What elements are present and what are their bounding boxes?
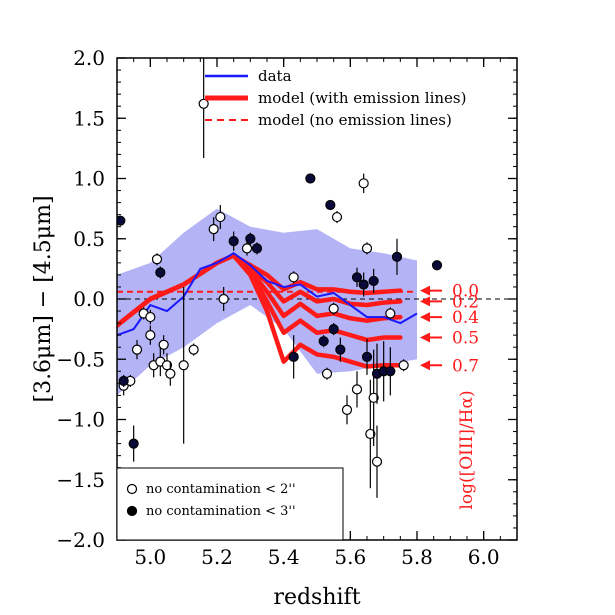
- y-tick-label: −1.5: [56, 468, 105, 492]
- open-point: [241, 243, 253, 254]
- open-point: [208, 224, 219, 235]
- open-point: [165, 368, 176, 379]
- y-tick-label: 2.0: [73, 46, 105, 70]
- side-label: 0.5: [452, 329, 479, 349]
- filled-point: [245, 233, 256, 244]
- data-median-line: [117, 252, 418, 337]
- x-tick-label: 5.4: [268, 545, 300, 569]
- filled-point: [118, 375, 129, 387]
- open-point: [331, 211, 343, 223]
- open-point: [158, 339, 169, 350]
- legend-marker-label: no contamination < 2'': [146, 482, 296, 497]
- side-arrow-head: [420, 312, 430, 323]
- open-point: [218, 293, 229, 305]
- x-tick-label: 6.0: [468, 545, 500, 569]
- filled-point: [335, 344, 346, 355]
- y-tick-label: −0.5: [56, 347, 105, 371]
- legend-marker-filled-circle: [126, 505, 138, 517]
- y-axis-label: [3.6μm] − [4.5μm]: [31, 195, 56, 402]
- data-median-layer: [117, 252, 418, 337]
- side-label: 0.0: [452, 282, 479, 302]
- open-point: [351, 384, 363, 395]
- points-layer: [117, 58, 443, 498]
- open-point: [188, 344, 199, 355]
- filled-point: [385, 366, 396, 377]
- y-tick-label: 0.5: [73, 227, 105, 251]
- filled-point: [351, 272, 363, 283]
- open-point: [358, 178, 369, 189]
- filled-point: [358, 279, 369, 290]
- filled-point: [288, 351, 299, 362]
- y-tick-label: 1.0: [73, 167, 105, 191]
- open-point: [328, 303, 339, 314]
- filled-point: [117, 215, 126, 226]
- filled-point: [318, 336, 329, 347]
- open-point: [385, 308, 396, 319]
- side-label: 0.4: [452, 308, 479, 328]
- legend-layer: data model (with emission lines) model (no…: [116, 67, 466, 541]
- open-point: [371, 456, 383, 467]
- y-tick-label: −1.0: [56, 408, 105, 432]
- open-point: [178, 360, 189, 371]
- open-point: [361, 243, 373, 254]
- open-point: [198, 98, 209, 109]
- filled-point: [391, 251, 403, 262]
- filled-point: [305, 173, 316, 184]
- legend-label: model (with emission lines): [258, 89, 466, 107]
- filled-point: [328, 324, 339, 335]
- open-point: [368, 392, 379, 403]
- legend-label: data: [258, 67, 292, 85]
- x-axis-label: redshift: [273, 585, 360, 610]
- x-tick-label: 5.0: [134, 545, 166, 569]
- side-annotations-layer: 0.00.20.40.5 0.7 log([OIII]/Hα): [420, 282, 479, 510]
- filled-point: [128, 438, 139, 449]
- open-point: [398, 360, 409, 371]
- open-point: [161, 360, 173, 371]
- side-label: 0.7: [452, 356, 479, 376]
- open-point: [321, 368, 333, 379]
- open-point: [288, 272, 299, 283]
- y-tick-label: −2.0: [56, 528, 105, 552]
- open-point: [145, 311, 156, 323]
- filled-point: [228, 236, 239, 247]
- x-tick-label: 5.2: [201, 545, 233, 569]
- side-arrow-head: [420, 285, 430, 296]
- open-point: [365, 428, 376, 440]
- filled-point: [368, 275, 379, 287]
- side-arrow-head: [420, 296, 430, 307]
- filled-point: [251, 243, 263, 254]
- y-tick-label: 0.0: [73, 287, 105, 311]
- side-arrow-head: [420, 360, 430, 371]
- x-tick-label: 5.6: [334, 545, 366, 569]
- marker-legend-box: [116, 467, 344, 541]
- legend-marker-open-circle: [126, 483, 138, 495]
- filled-point: [361, 351, 373, 362]
- filled-point: [155, 267, 166, 278]
- open-point: [215, 211, 226, 223]
- x-tick-label: 5.8: [401, 545, 433, 569]
- filled-point: [431, 260, 443, 271]
- side-arrow-head: [420, 332, 430, 343]
- legend-label: model (no emission lines): [258, 111, 452, 129]
- y-tick-label: 1.5: [73, 106, 105, 130]
- legend-marker-label: no contamination < 3'': [146, 504, 296, 519]
- open-point: [131, 344, 143, 355]
- side-axis-title: log([OIII]/Hα): [457, 390, 477, 509]
- open-point: [145, 330, 156, 341]
- open-point: [341, 404, 353, 415]
- filled-point: [325, 199, 336, 211]
- side-label: 0.2: [452, 292, 479, 312]
- open-point: [151, 254, 163, 265]
